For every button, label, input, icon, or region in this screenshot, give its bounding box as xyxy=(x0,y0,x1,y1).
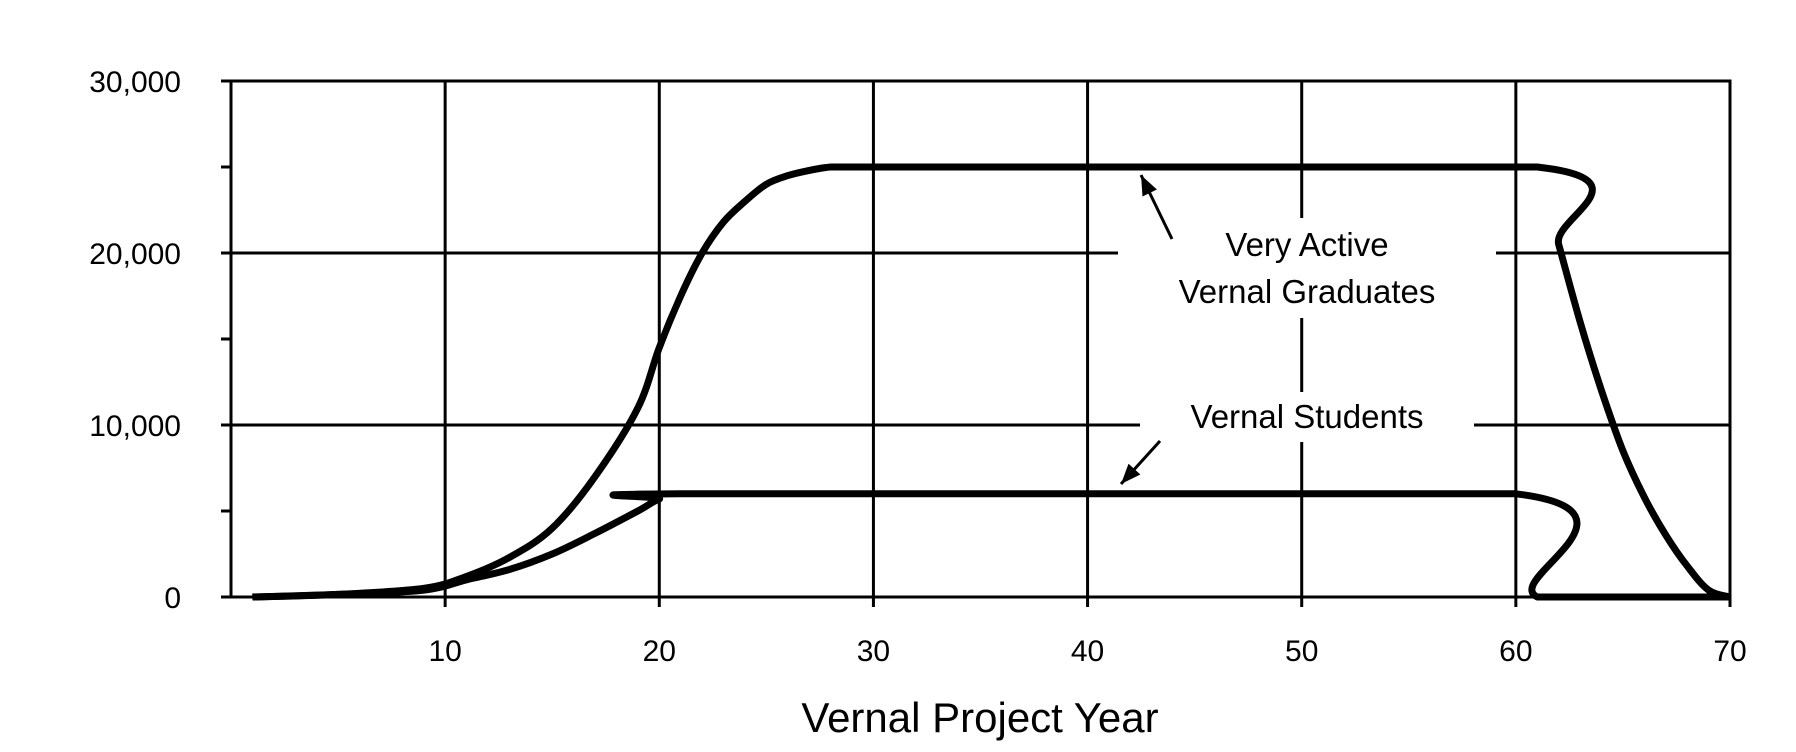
graduates-arrow-head xyxy=(1141,175,1157,197)
x-tick-label-60: 60 xyxy=(1499,635,1532,668)
x-tick-label-10: 10 xyxy=(428,635,461,668)
axis-ticks xyxy=(221,79,1732,607)
annotation-backgrounds xyxy=(1118,218,1496,442)
x-tick-label-20: 20 xyxy=(643,635,676,668)
series-lines xyxy=(252,163,1732,601)
annotation-arrows xyxy=(1119,174,1174,486)
y-tick-label-30000: 30,000 xyxy=(89,66,181,99)
x-tick-label-40: 40 xyxy=(1071,635,1104,668)
x-tick-label-70: 70 xyxy=(1713,635,1746,668)
graduates-annotation-line1: Very Active xyxy=(1225,226,1388,263)
students-annotation-bg xyxy=(1140,392,1474,442)
gridlines xyxy=(231,79,1732,599)
graduates-annotation-line2: Vernal Graduates xyxy=(1179,273,1436,310)
y-tick-label-0: 0 xyxy=(164,582,181,615)
graduates-annotation-bg xyxy=(1118,218,1496,318)
x-tick-label-50: 50 xyxy=(1285,635,1318,668)
series-line-vernal-students xyxy=(252,490,1730,601)
y-tick-label-10000: 10,000 xyxy=(89,410,181,443)
y-tick-label-20000: 20,000 xyxy=(89,238,181,271)
tick-labels: 10 20 30 40 50 60 70 0 10,000 20,000 30,000 xyxy=(89,66,1746,668)
plot-frame xyxy=(229,79,1732,599)
series-line-very-active-graduates xyxy=(252,163,1732,601)
x-axis-title: Vernal Project Year xyxy=(801,694,1158,741)
students-arrow-head xyxy=(1121,463,1141,484)
students-annotation-label: Vernal Students xyxy=(1191,398,1424,435)
x-tick-label-30: 30 xyxy=(857,635,890,668)
